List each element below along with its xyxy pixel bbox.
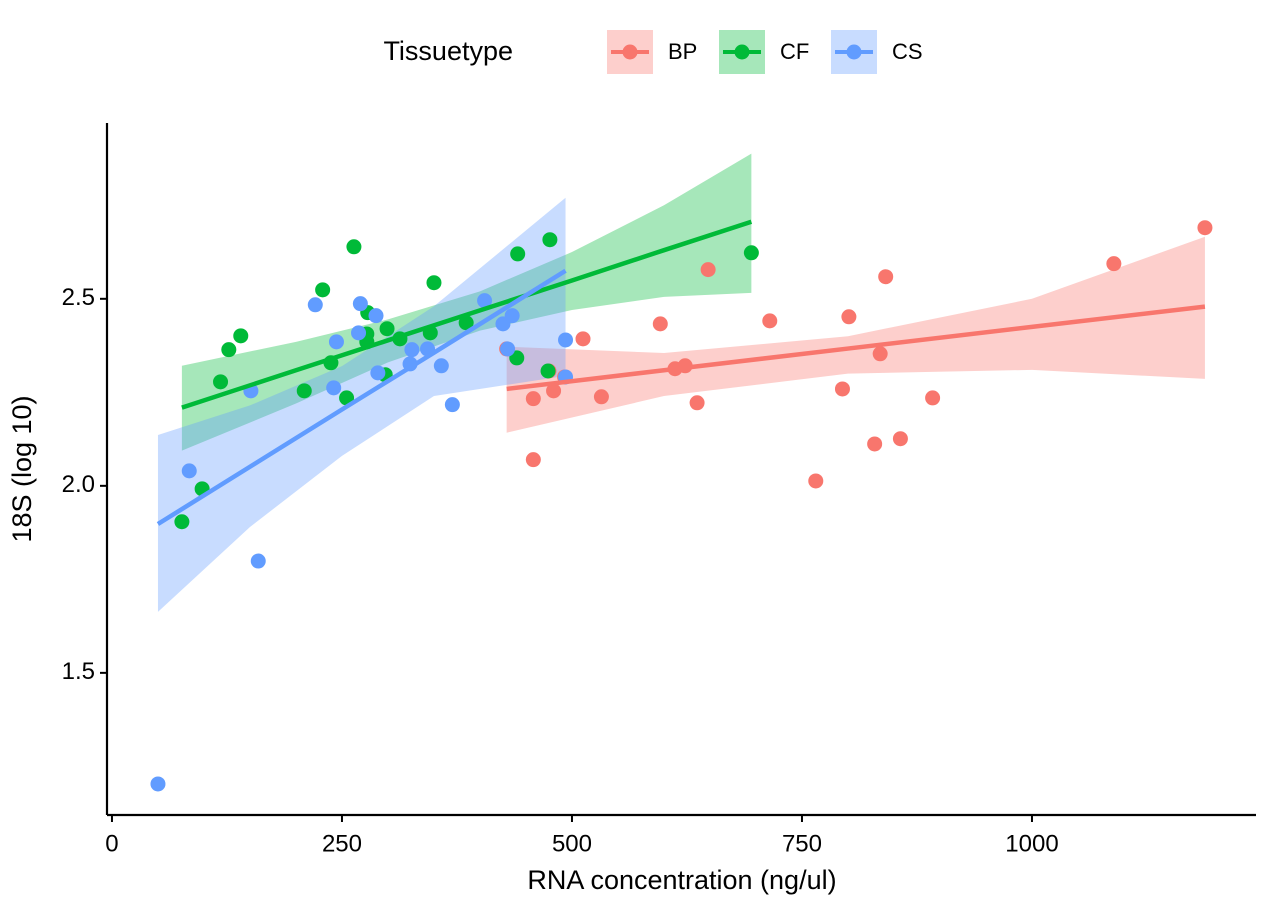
point	[352, 296, 368, 312]
point	[296, 383, 312, 399]
point	[652, 316, 668, 332]
point	[307, 297, 323, 313]
point	[500, 341, 516, 357]
point	[689, 395, 705, 411]
point	[510, 246, 526, 262]
legend-dot	[846, 44, 862, 60]
point	[509, 350, 525, 366]
point	[1106, 256, 1122, 272]
point	[150, 776, 166, 792]
point	[542, 232, 558, 248]
point	[181, 463, 197, 479]
legend-dot	[734, 44, 750, 60]
x-tick-label: 500	[552, 830, 592, 857]
point	[368, 308, 384, 324]
point	[878, 269, 894, 285]
x-axis-label: RNA concentration (ng/ul)	[527, 865, 836, 895]
y-tick-label: 2.5	[62, 284, 95, 311]
point	[315, 282, 331, 298]
point	[458, 315, 474, 331]
point	[433, 358, 449, 374]
point	[444, 397, 460, 413]
legend-title: Tissuetype	[383, 36, 513, 66]
x-tick-label: 0	[105, 830, 118, 857]
confidence-band	[181, 153, 752, 451]
point	[834, 381, 850, 397]
point	[233, 328, 249, 344]
y-tick-label: 2.0	[62, 471, 95, 498]
confidence-band	[157, 197, 566, 612]
legend-label: CF	[780, 39, 809, 64]
point	[351, 325, 367, 341]
y-tick-label: 1.5	[62, 658, 95, 685]
point	[504, 308, 520, 324]
fit-lines	[156, 219, 1206, 526]
fit-line	[156, 268, 567, 526]
point	[841, 309, 857, 325]
point	[700, 262, 716, 278]
fit-line	[181, 219, 753, 410]
point	[339, 390, 355, 406]
point	[872, 346, 888, 362]
point	[558, 332, 574, 348]
point	[540, 363, 556, 379]
bands	[157, 153, 1205, 612]
point	[575, 331, 591, 347]
point	[546, 383, 562, 399]
point	[743, 245, 759, 261]
point	[1197, 220, 1213, 236]
point	[370, 365, 386, 381]
point	[593, 389, 609, 405]
legend-dot	[622, 44, 638, 60]
x-tick-label: 750	[782, 830, 822, 857]
x-tick-label: 250	[322, 830, 362, 857]
point	[867, 436, 883, 452]
legend-label: CS	[892, 39, 923, 64]
point	[213, 374, 229, 390]
point	[525, 452, 541, 468]
point	[379, 321, 395, 337]
point	[404, 342, 420, 358]
legend-label: BP	[668, 39, 697, 64]
x-tick-label: 1000	[1005, 830, 1058, 857]
point	[525, 391, 541, 407]
points	[150, 220, 1213, 792]
point	[892, 431, 908, 447]
point	[477, 293, 493, 309]
point	[174, 514, 190, 530]
point	[328, 334, 344, 350]
point	[426, 275, 442, 291]
point	[326, 380, 342, 396]
confidence-band	[506, 236, 1205, 433]
point	[925, 390, 941, 406]
point	[808, 473, 824, 489]
point	[762, 313, 778, 329]
y-axis-label: 18S (log 10)	[7, 395, 37, 542]
point	[221, 342, 237, 358]
point	[250, 553, 266, 569]
point	[346, 239, 362, 255]
fit-line	[506, 304, 1206, 392]
